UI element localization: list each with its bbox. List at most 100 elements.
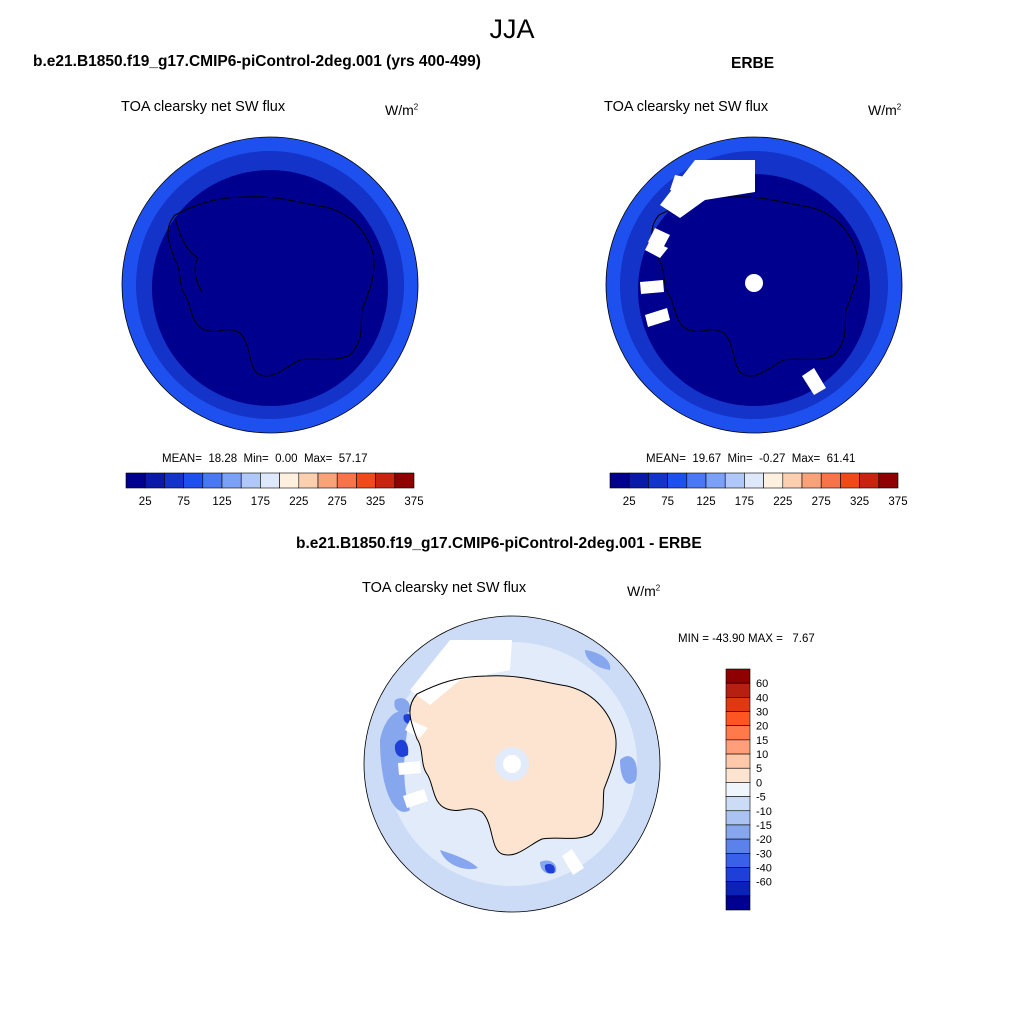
panel-1-units: W/m2 [385, 102, 419, 118]
panel-2-missing-patch-2 [670, 175, 690, 195]
panel-2-colorbar-swatch [840, 472, 860, 489]
panel-1-colorbar-tick-label: 275 [328, 496, 347, 508]
difference-colorbar-tick-label: -10 [756, 806, 772, 818]
panel-2-variable: TOA clearsky net SW flux [604, 99, 769, 115]
panel-2-colorbar-tick-label: 325 [850, 496, 869, 508]
panel-1-colorbar: 25 75 125 175 225 275 325 375 [125, 472, 424, 508]
difference-colorbar-tick-label: -40 [756, 862, 772, 874]
panel-2-colorbar-swatch [648, 472, 668, 489]
difference-colorbar-swatch [725, 895, 751, 911]
panel-2-map [605, 136, 903, 434]
panel-2-colorbar-swatch [801, 472, 822, 489]
difference-colorbar-swatch [725, 697, 751, 712]
difference-colorbar-tick-label: 0 [756, 777, 762, 789]
panel-3-anomaly-3 [440, 850, 478, 870]
panel-2-colorbar-swatch [859, 472, 880, 489]
panel-3-units: W/m2 [627, 583, 661, 599]
panel-2-missing-patch-4 [640, 280, 664, 294]
difference-colorbar-swatch [725, 782, 751, 797]
panel-3-map [363, 615, 661, 913]
panel-1-colorbar-swatch [183, 472, 204, 489]
difference-colorbar-tick-label: 15 [756, 735, 768, 747]
difference-colorbar-swatch [725, 753, 751, 769]
panel-1-colorbar-swatch [336, 472, 357, 489]
panel-1-variable: TOA clearsky net SW flux [121, 99, 286, 115]
panel-1-colorbar-tick-label: 325 [366, 496, 385, 508]
panel-2-colorbar-tick-label: 75 [661, 496, 674, 508]
panel-3-missing-patch-2 [398, 761, 421, 775]
panel-3-title: b.e21.B1850.f19_g17.CMIP6-piControl-2deg… [296, 535, 702, 552]
panel-1-colorbar-tick-label: 375 [404, 496, 423, 508]
panel-2-colorbar-swatch [609, 472, 630, 489]
panel-2-colorbar-tick-label: 275 [812, 496, 831, 508]
difference-colorbar-tick-label: -30 [756, 848, 772, 860]
panel-3-missing-patch-3 [403, 789, 428, 808]
panel-1-colorbar-swatch [221, 472, 242, 489]
difference-colorbar-tick-label: 40 [756, 692, 768, 704]
panel-3-variable: TOA clearsky net SW flux [362, 580, 527, 596]
panel-1-colorbar-swatch [164, 472, 184, 489]
panel-2-units: W/m2 [868, 102, 902, 118]
panel-1-colorbar-swatch [125, 472, 146, 489]
panel-2-colorbar-swatch [724, 472, 745, 489]
difference-colorbar-tick-label: -15 [756, 820, 772, 832]
panel-2-colorbar-swatch [628, 472, 649, 489]
difference-colorbar-swatch [725, 852, 751, 868]
difference-colorbar-swatch [725, 881, 751, 897]
panel-2-missing-patch-5 [645, 308, 670, 327]
panel-2-colorbar-tick-label: 175 [735, 496, 754, 508]
panel-1-map [121, 136, 419, 434]
panel-1-colorbar-swatch [240, 472, 261, 489]
panel-1-colorbar-tick-label: 175 [251, 496, 270, 508]
panel-1-colorbar-tick-label: 75 [177, 496, 190, 508]
panel-2-missing-patch-6 [802, 368, 826, 395]
panel-1-peninsula [174, 217, 203, 293]
panel-3-anomaly-5 [620, 756, 637, 784]
panel-2-colorbar-swatch [705, 472, 726, 489]
difference-colorbar-tick-label: 30 [756, 707, 768, 719]
panel-2-colorbar-swatch [763, 472, 784, 489]
panel-2-colorbar-swatch [667, 472, 688, 489]
difference-colorbar-tick-label: -5 [756, 792, 766, 804]
panel-1-colorbar-tick-label: 25 [139, 496, 152, 508]
panel-1-colorbar-swatch [375, 472, 396, 489]
difference-colorbar-swatch [725, 668, 751, 684]
panel-3-stats: MIN = -43.90 MAX = 7.67 [678, 633, 815, 645]
panel-1-colorbar-swatch [279, 472, 300, 489]
panel-2-colorbar-swatch [878, 472, 899, 489]
panel-2-missing-patch-1 [660, 160, 755, 218]
difference-colorbar: 60 40 30 20 15 10 5 0 -5 -10 -15 -20 -30 -40 -60 [725, 668, 772, 911]
difference-colorbar-tick-label: -20 [756, 834, 772, 846]
difference-colorbar-swatch [725, 682, 751, 698]
figure-title: JJA [489, 14, 535, 44]
panel-1-colorbar-swatch [356, 472, 376, 489]
difference-colorbar-swatch [725, 810, 751, 826]
difference-colorbar-tick-label: -60 [756, 877, 772, 889]
panel-3-anomaly-2 [394, 698, 411, 713]
panel-2-missing-pole [745, 274, 763, 292]
panel-3-strong-1 [394, 739, 409, 757]
panel-2-colorbar-tick-label: 25 [623, 496, 636, 508]
panel-3-missing-patch-4 [562, 849, 584, 875]
panel-3-strong-3 [544, 863, 555, 874]
panel-2-colorbar: 25 75 125 175 225 275 325 375 [609, 472, 908, 508]
panel-3-anomaly-6 [585, 650, 611, 670]
panel-3-missing-patch-1 [410, 640, 512, 705]
panel-1-colorbar-swatch [317, 472, 338, 489]
panel-2-colorbar-swatch [782, 472, 803, 489]
difference-colorbar-tick-label: 5 [756, 763, 762, 775]
panel-2-colorbar-swatch [686, 472, 707, 489]
panel-2-stats: MEAN= 19.67 Min= -0.27 Max= 61.41 [646, 453, 856, 465]
difference-colorbar-swatch [725, 867, 751, 882]
panel-2-colorbar-swatch [744, 472, 764, 489]
difference-colorbar-tick-label: 60 [756, 678, 768, 690]
panel-3-missing-patch-5 [405, 720, 428, 738]
difference-colorbar-swatch [725, 824, 751, 840]
difference-colorbar-swatch [725, 711, 751, 727]
difference-colorbar-tick-label: 20 [756, 721, 768, 733]
difference-colorbar-swatch [725, 767, 751, 783]
panel-2-missing-patch-7 [645, 240, 668, 258]
difference-colorbar-swatch [725, 796, 751, 812]
panel-2-title: ERBE [731, 55, 775, 72]
